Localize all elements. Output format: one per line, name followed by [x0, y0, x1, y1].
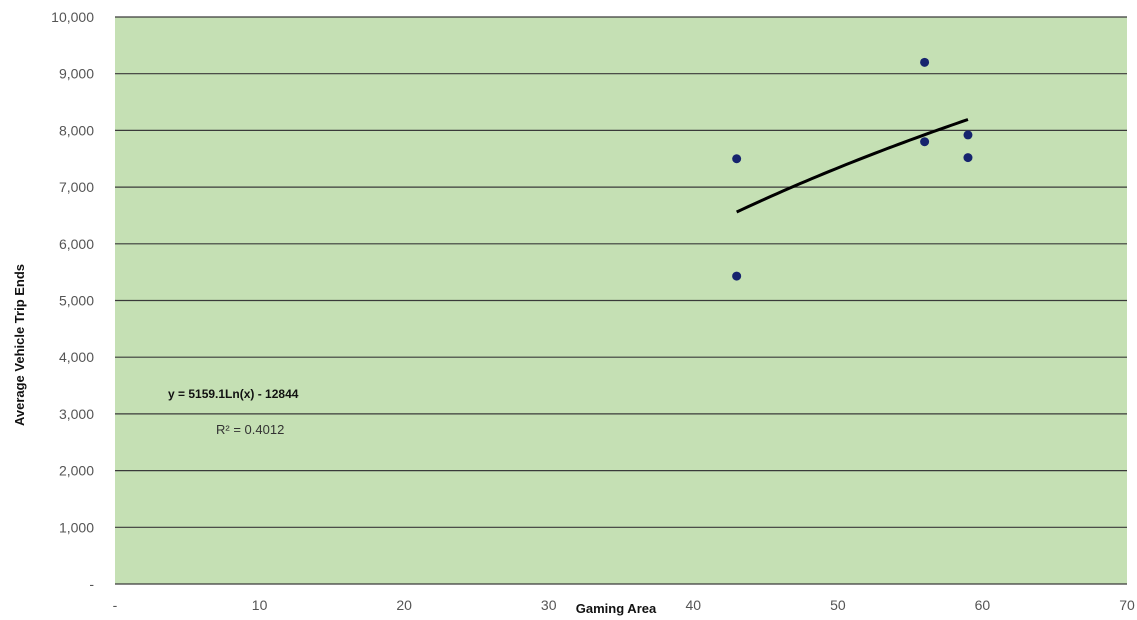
y-tick-label: 7,000	[59, 179, 94, 195]
x-tick-label: 40	[685, 597, 701, 613]
x-tick-label: 70	[1119, 597, 1135, 613]
y-tick-label: 1,000	[59, 519, 94, 535]
y-axis-title: Average Vehicle Trip Ends	[12, 264, 27, 426]
gridlines	[115, 16, 1127, 585]
y-tick-label: 4,000	[59, 349, 94, 365]
y-tick-label: 3,000	[59, 406, 94, 422]
y-tick-label: 6,000	[59, 236, 94, 252]
x-tick-label: 30	[541, 597, 557, 613]
y-tick-label: 8,000	[59, 122, 94, 138]
data-point	[963, 130, 973, 140]
y-axis-ticks: - 1,000 2,000 3,000 4,000 5,000 6,000 7,000 8,00…	[51, 9, 94, 592]
x-tick-label: 60	[975, 597, 991, 613]
x-tick-label: 20	[396, 597, 412, 613]
data-point	[732, 154, 742, 164]
x-tick-label: -	[113, 597, 118, 613]
x-axis-title: Gaming Area	[576, 601, 657, 616]
data-point	[920, 137, 930, 147]
y-tick-label: 5,000	[59, 293, 94, 309]
y-tick-label: 2,000	[59, 463, 94, 479]
trendline	[736, 118, 969, 214]
y-tick-label: -	[89, 576, 94, 592]
y-tick-label: 9,000	[59, 66, 94, 82]
data-point	[963, 153, 973, 163]
trendline-equation: y = 5159.1Ln(x) - 12844	[168, 387, 299, 401]
trendline-r-squared: R² = 0.4012	[216, 422, 284, 437]
y-tick-label: 10,000	[51, 9, 94, 25]
data-point	[920, 57, 930, 67]
data-point	[732, 271, 742, 281]
x-axis-ticks: - 10 20 30 40 50 60 70	[113, 597, 1135, 613]
x-tick-label: 10	[252, 597, 268, 613]
x-tick-label: 50	[830, 597, 846, 613]
data-points	[732, 57, 973, 281]
